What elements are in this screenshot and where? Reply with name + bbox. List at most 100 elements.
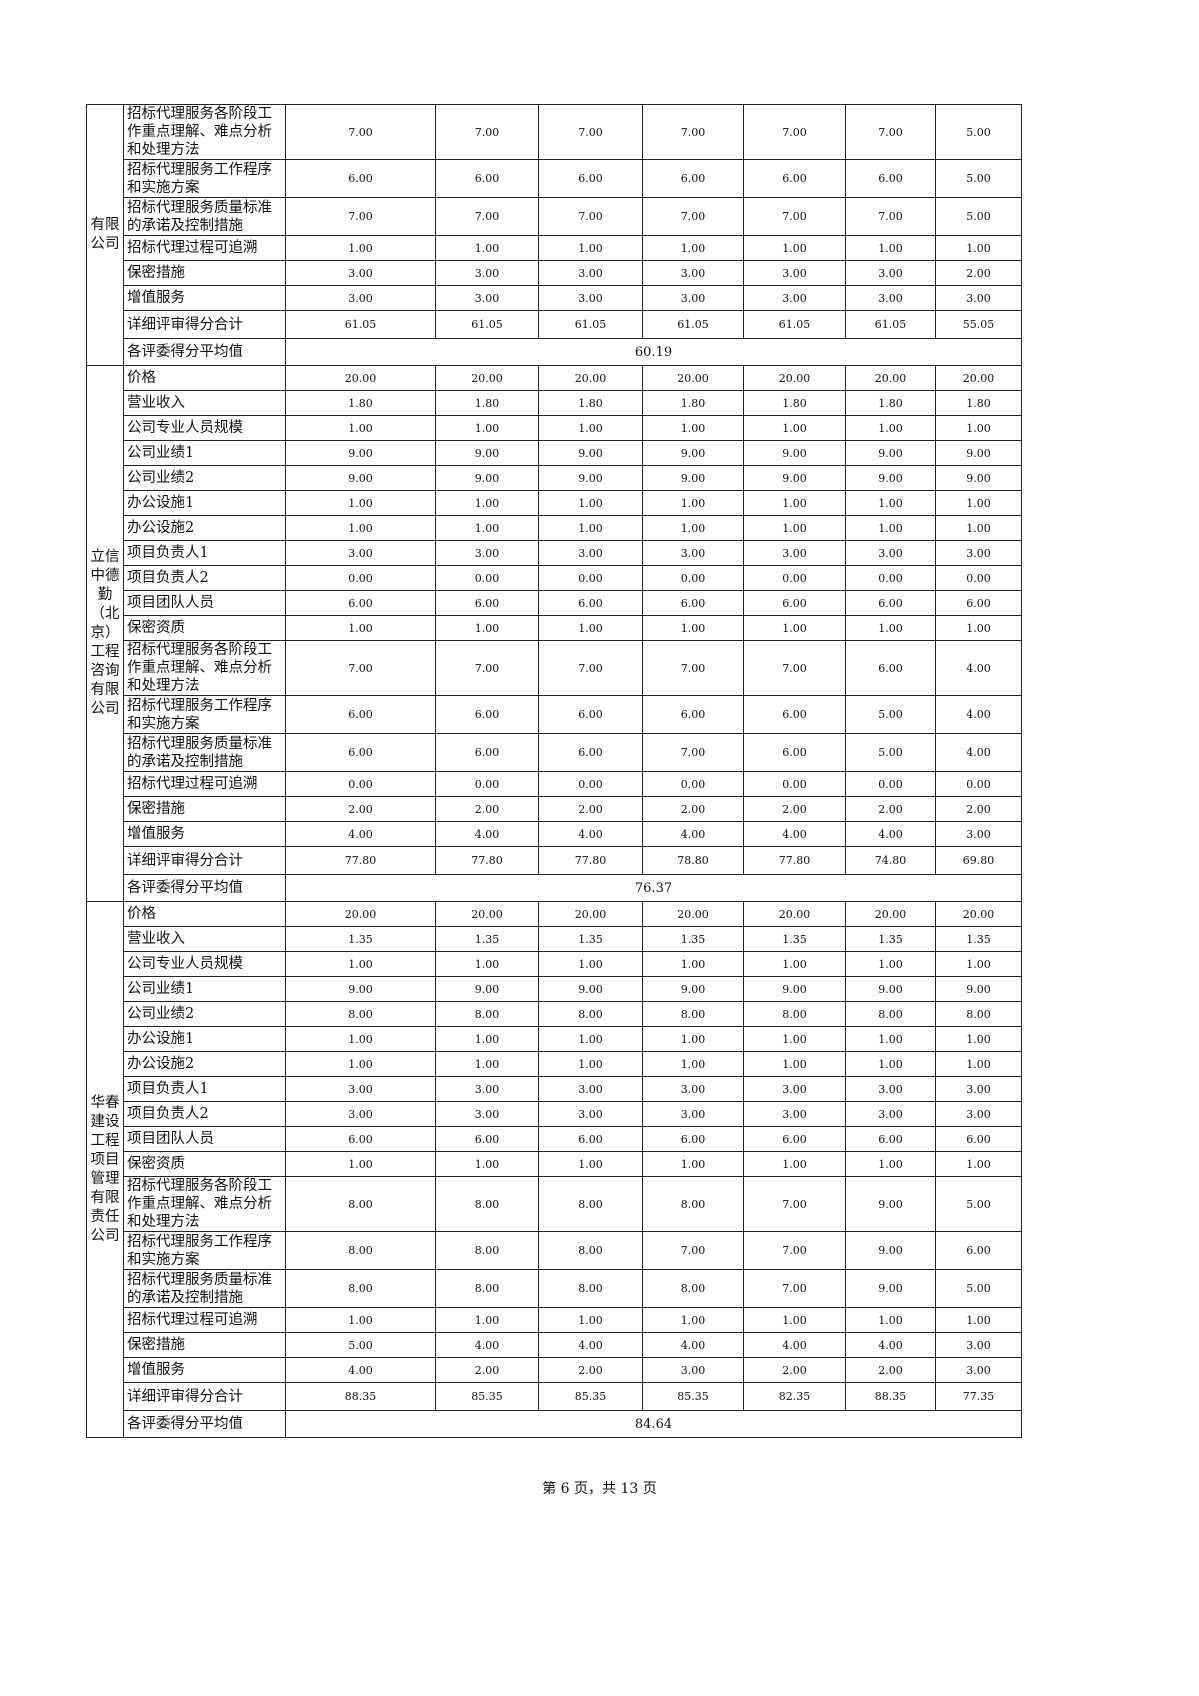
score-cell: 7.00 (435, 104, 539, 160)
criterion-label: 招标代理服务质量标准的承诺及控制措施 (123, 733, 286, 772)
criterion-label: 营业收入 (123, 926, 286, 952)
score-cell: 1.00 (845, 235, 936, 261)
score-cell: 85.35 (435, 1382, 539, 1411)
criterion-label: 详细评审得分合计 (123, 310, 286, 339)
score-cell: 1.00 (642, 1051, 744, 1077)
criterion-label: 招标代理服务工作程序和实施方案 (123, 159, 286, 198)
average-value: 84.64 (285, 1410, 1022, 1438)
score-cell: 3.00 (285, 1101, 436, 1127)
score-cell: 6.00 (538, 1126, 643, 1152)
table-row: 保密措施 5.00 4.00 4.00 4.00 4.00 4.00 3.00 (87, 1332, 1022, 1358)
score-cell: 9.00 (538, 976, 643, 1002)
score-cell: 77.80 (743, 846, 846, 875)
score-cell: 2.00 (935, 260, 1022, 286)
score-cell: 8.00 (435, 1269, 539, 1308)
score-cell: 20.00 (538, 901, 643, 927)
score-cell: 3.00 (845, 540, 936, 566)
score-cell: 7.00 (642, 197, 744, 236)
score-cell: 3.00 (935, 821, 1022, 847)
score-cell: 8.00 (538, 1001, 643, 1027)
table-row: 项目负责人2 0.00 0.00 0.00 0.00 0.00 0.00 0.00 (87, 565, 1022, 591)
score-cell: 1.00 (642, 951, 744, 977)
score-cell: 4.00 (743, 821, 846, 847)
score-cell: 1.00 (285, 615, 436, 641)
score-cell: 0.00 (538, 565, 643, 591)
score-cell: 8.00 (285, 1231, 436, 1270)
criterion-label: 保密措施 (123, 1332, 286, 1358)
score-cell: 6.00 (845, 1126, 936, 1152)
score-cell: 6.00 (435, 695, 539, 734)
score-cell: 4.00 (935, 640, 1022, 696)
score-cell: 3.00 (743, 285, 846, 311)
criterion-label: 价格 (123, 901, 286, 927)
table-row: 公司业绩2 8.00 8.00 8.00 8.00 8.00 8.00 8.00 (87, 1001, 1022, 1027)
score-cell: 9.00 (743, 440, 846, 466)
score-cell: 9.00 (845, 1176, 936, 1232)
score-cell: 9.00 (935, 465, 1022, 491)
score-cell: 1.00 (935, 515, 1022, 541)
score-cell: 7.00 (743, 104, 846, 160)
score-cell: 88.35 (845, 1382, 936, 1411)
criterion-label: 办公设施1 (123, 1026, 286, 1052)
score-cell: 7.00 (743, 1176, 846, 1232)
score-cell: 0.00 (435, 771, 539, 797)
score-cell: 61.05 (845, 310, 936, 339)
table-row: 办公设施2 1.00 1.00 1.00 1.00 1.00 1.00 1.00 (87, 1051, 1022, 1077)
score-cell: 3.00 (845, 285, 936, 311)
score-cell: 20.00 (935, 901, 1022, 927)
score-cell: 7.00 (845, 197, 936, 236)
score-cell: 3.00 (435, 1076, 539, 1102)
score-cell: 20.00 (435, 901, 539, 927)
criterion-label: 保密资质 (123, 615, 286, 641)
score-cell: 1.00 (845, 415, 936, 441)
score-cell: 9.00 (642, 976, 744, 1002)
criterion-label: 办公设施1 (123, 490, 286, 516)
score-cell: 1.00 (845, 951, 936, 977)
score-cell: 6.00 (743, 590, 846, 616)
score-cell: 1.00 (743, 615, 846, 641)
score-cell: 1.00 (935, 1026, 1022, 1052)
score-cell: 6.00 (743, 159, 846, 198)
score-cell: 3.00 (845, 260, 936, 286)
score-cell: 1.00 (642, 1026, 744, 1052)
score-cell: 3.00 (935, 1101, 1022, 1127)
table-row: 保密资质 1.00 1.00 1.00 1.00 1.00 1.00 1.00 (87, 1151, 1022, 1177)
score-cell: 2.00 (845, 796, 936, 822)
score-cell: 2.00 (743, 796, 846, 822)
score-cell: 3.00 (538, 1076, 643, 1102)
criterion-label: 项目团队人员 (123, 590, 286, 616)
score-cell: 20.00 (845, 365, 936, 391)
score-cell: 3.00 (935, 1332, 1022, 1358)
table-row: 项目负责人2 3.00 3.00 3.00 3.00 3.00 3.00 3.00 (87, 1101, 1022, 1127)
score-cell: 0.00 (538, 771, 643, 797)
table-row: 营业收入 1.35 1.35 1.35 1.35 1.35 1.35 1.35 (87, 926, 1022, 952)
table-row: 招标代理过程可追溯 1.00 1.00 1.00 1.00 1.00 1.00 1.00 (87, 235, 1022, 261)
score-cell: 0.00 (642, 565, 744, 591)
criterion-label: 保密措施 (123, 260, 286, 286)
score-cell: 9.00 (845, 440, 936, 466)
score-cell: 9.00 (935, 440, 1022, 466)
table-row: 公司业绩1 9.00 9.00 9.00 9.00 9.00 9.00 9.00 (87, 440, 1022, 466)
score-cell: 2.00 (435, 796, 539, 822)
score-cell: 1.00 (845, 615, 936, 641)
score-cell: 9.00 (285, 465, 436, 491)
table-row: 招标代理过程可追溯 0.00 0.00 0.00 0.00 0.00 0.00 0.00 (87, 771, 1022, 797)
score-cell: 1.00 (538, 235, 643, 261)
score-cell: 77.80 (285, 846, 436, 875)
score-cell: 7.00 (743, 1231, 846, 1270)
criterion-label: 公司业绩2 (123, 465, 286, 491)
score-cell: 1.00 (845, 515, 936, 541)
score-cell: 1.00 (845, 1307, 936, 1333)
score-cell: 1.80 (285, 390, 436, 416)
table-row: 项目团队人员 6.00 6.00 6.00 6.00 6.00 6.00 6.00 (87, 1126, 1022, 1152)
score-cell: 1.35 (743, 926, 846, 952)
score-cell: 3.00 (285, 285, 436, 311)
score-cell: 4.00 (845, 821, 936, 847)
score-cell: 6.00 (642, 590, 744, 616)
score-cell: 6.00 (435, 159, 539, 198)
table-row: 保密措施 2.00 2.00 2.00 2.00 2.00 2.00 2.00 (87, 796, 1022, 822)
table-row: 保密资质 1.00 1.00 1.00 1.00 1.00 1.00 1.00 (87, 615, 1022, 641)
table-row: 增值服务 4.00 4.00 4.00 4.00 4.00 4.00 3.00 (87, 821, 1022, 847)
score-cell: 1.00 (538, 490, 643, 516)
criterion-label: 公司专业人员规模 (123, 951, 286, 977)
